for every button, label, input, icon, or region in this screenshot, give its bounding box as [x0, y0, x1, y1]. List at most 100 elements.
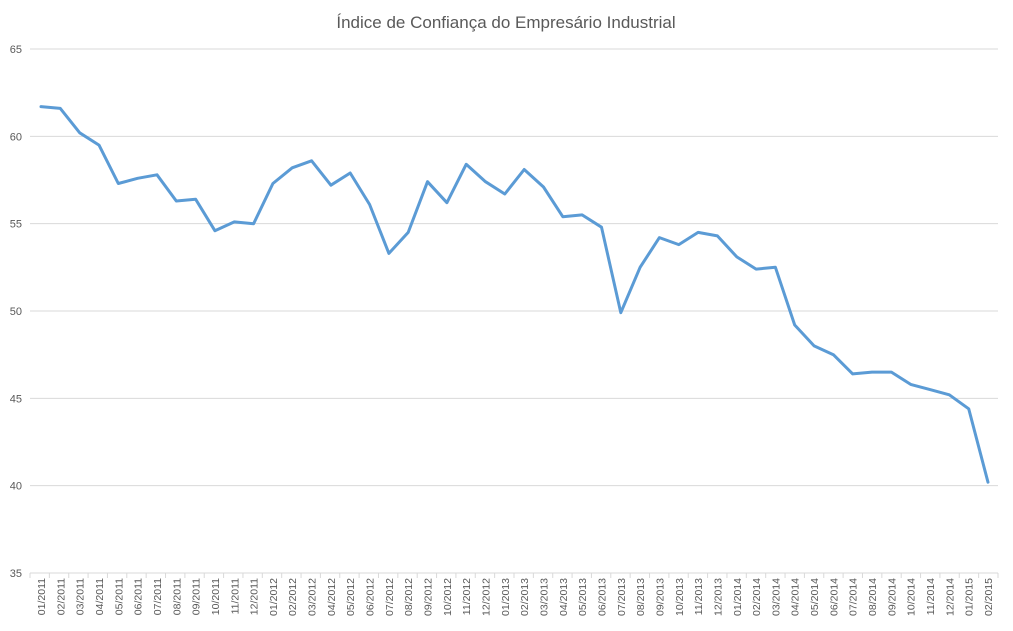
data-point: [871, 371, 874, 374]
data-point: [735, 255, 738, 258]
series-layer: [39, 105, 990, 484]
data-point: [561, 215, 564, 218]
x-tick-label: 06/2013: [596, 578, 608, 616]
x-tick-label: 08/2013: [635, 578, 647, 616]
x-tick-label: 12/2013: [712, 578, 724, 616]
x-tick-label: 09/2014: [886, 578, 898, 616]
data-point: [252, 222, 255, 225]
x-tick-label: 07/2013: [616, 578, 628, 616]
data-point: [793, 323, 796, 326]
x-tick-label: 02/2013: [519, 578, 531, 616]
data-point: [581, 213, 584, 216]
y-tick-label-50: 50: [10, 306, 22, 318]
data-point: [368, 203, 371, 206]
x-tick-label: 11/2013: [693, 578, 705, 615]
x-tick-label: 11/2012: [461, 578, 473, 615]
data-point: [407, 231, 410, 234]
data-point: [755, 268, 758, 271]
x-tick-label: 12/2014: [944, 578, 956, 616]
x-tick-label: 06/2014: [828, 578, 840, 616]
y-tick-label-55: 55: [10, 219, 22, 231]
x-tick-label: 02/2011: [55, 578, 67, 615]
gridlines: [30, 48, 998, 487]
x-tick-label: 01/2014: [732, 578, 744, 616]
y-tick-label-60: 60: [10, 131, 22, 143]
x-tick-label: 05/2014: [809, 578, 821, 616]
x-tick-label: 04/2014: [790, 578, 802, 616]
data-point: [716, 234, 719, 237]
y-tick-label-35: 35: [10, 568, 22, 580]
x-tick-label: 03/2014: [770, 578, 782, 616]
data-point: [213, 229, 216, 232]
data-point: [890, 371, 893, 374]
series-line: [39, 105, 990, 484]
data-point: [948, 393, 951, 396]
data-point: [774, 266, 777, 269]
x-tick-label: 02/2014: [751, 578, 763, 616]
x-tick-label: 08/2014: [867, 578, 879, 616]
data-point: [909, 383, 912, 386]
data-point: [542, 185, 545, 188]
data-point: [929, 388, 932, 391]
x-tick-label: 11/2014: [925, 578, 937, 615]
x-tick-label: 01/2013: [500, 578, 512, 616]
x-tick-label: 01/2015: [964, 578, 976, 616]
x-axis: 01/2011 02/2011 03/2011 04/2011 05/2011 06/20…: [29, 572, 999, 616]
x-tick-label: 09/2012: [423, 578, 435, 616]
x-tick-label: 01/2011: [36, 578, 48, 615]
y-axis-ticks: 35 40 45 50 55 60 65: [10, 44, 22, 580]
x-tick-label: 08/2011: [171, 578, 183, 615]
data-point: [658, 236, 661, 239]
data-point: [987, 481, 990, 484]
data-point: [271, 182, 274, 185]
x-tick-label: 10/2011: [210, 578, 222, 615]
chart-title: Índice de Confiança do Empresário Indust…: [336, 13, 675, 32]
data-point: [40, 105, 43, 108]
data-point: [387, 252, 390, 255]
x-tick-label: 07/2011: [152, 578, 164, 615]
data-point: [503, 192, 506, 195]
data-point: [310, 159, 313, 162]
data-point: [484, 180, 487, 183]
x-tick-label: 09/2013: [654, 578, 666, 616]
data-point: [832, 353, 835, 356]
y-tick-label-65: 65: [10, 44, 22, 56]
data-point: [155, 173, 158, 176]
data-point: [426, 180, 429, 183]
data-point: [117, 182, 120, 185]
data-point: [677, 243, 680, 246]
data-point: [329, 184, 332, 187]
data-point: [445, 201, 448, 204]
x-tick-label: 11/2011: [229, 578, 241, 615]
x-tick-label: 02/2015: [983, 578, 995, 616]
data-point: [233, 220, 236, 223]
x-tick-label: 10/2014: [906, 578, 918, 616]
x-tick-label: 03/2013: [538, 578, 550, 616]
data-point: [194, 198, 197, 201]
data-point: [967, 407, 970, 410]
data-point: [697, 231, 700, 234]
x-tick-label: 12/2011: [249, 578, 261, 615]
data-point: [97, 144, 100, 147]
x-tick-label: 10/2013: [674, 578, 686, 616]
data-point: [813, 344, 816, 347]
x-tick-label: 04/2011: [94, 578, 106, 615]
x-tick-label: 03/2011: [75, 578, 87, 615]
data-point: [851, 372, 854, 375]
data-point: [291, 166, 294, 169]
data-point: [523, 168, 526, 171]
x-tick-label: 04/2012: [326, 578, 338, 616]
x-tick-label: 06/2012: [365, 578, 377, 616]
data-point: [136, 177, 139, 180]
y-tick-label-40: 40: [10, 481, 22, 493]
x-tick-label: 07/2012: [384, 578, 396, 616]
x-tick-label: 10/2012: [442, 578, 454, 616]
data-point: [600, 226, 603, 229]
x-tick-label: 05/2013: [577, 578, 589, 616]
data-point: [619, 311, 622, 314]
data-point: [175, 199, 178, 202]
x-tick-label: 12/2012: [481, 578, 493, 616]
data-point: [78, 131, 81, 134]
